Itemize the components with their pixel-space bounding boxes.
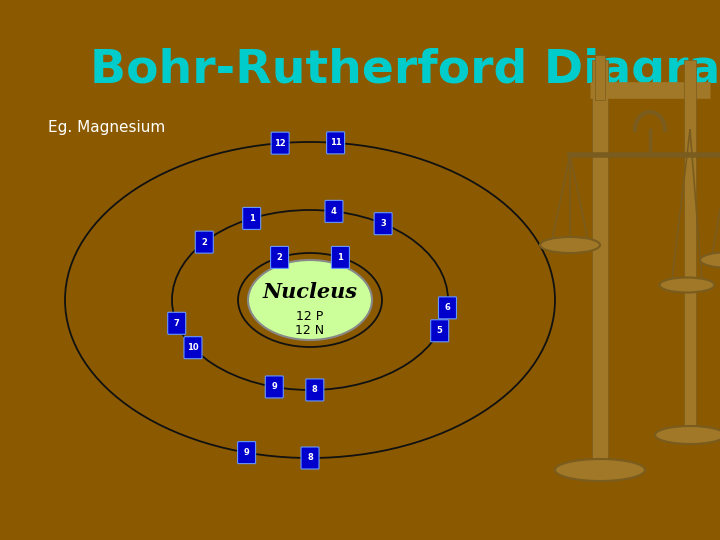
Text: 10: 10 [187,343,199,352]
Text: 12 P: 12 P [297,310,323,323]
Text: 12 N: 12 N [295,324,325,337]
FancyBboxPatch shape [238,442,256,464]
Text: Nucleus: Nucleus [263,282,358,302]
Text: 6: 6 [444,303,451,312]
FancyBboxPatch shape [184,337,202,359]
Text: 2: 2 [276,253,282,262]
Bar [684,60,696,440]
Ellipse shape [660,278,714,293]
FancyBboxPatch shape [431,320,449,342]
Text: 2: 2 [202,238,207,247]
FancyBboxPatch shape [374,213,392,235]
FancyBboxPatch shape [438,297,456,319]
Text: 1: 1 [248,214,255,223]
Text: 5: 5 [437,326,443,335]
Bar [595,55,605,100]
Text: 8: 8 [307,454,313,462]
Text: 4: 4 [331,207,337,216]
FancyBboxPatch shape [306,379,324,401]
FancyBboxPatch shape [168,312,186,334]
FancyBboxPatch shape [271,246,289,268]
Bar [592,60,608,480]
FancyBboxPatch shape [327,132,345,154]
Ellipse shape [540,237,600,253]
Text: 9: 9 [243,448,249,457]
FancyBboxPatch shape [301,447,319,469]
Text: Eg. Magnesium: Eg. Magnesium [48,120,166,135]
Text: Bohr-Rutherford Diagrams: Bohr-Rutherford Diagrams [90,48,720,93]
FancyBboxPatch shape [325,200,343,222]
FancyBboxPatch shape [243,207,261,230]
Ellipse shape [248,260,372,340]
FancyBboxPatch shape [195,231,213,253]
Ellipse shape [700,252,720,268]
Text: 3: 3 [380,219,386,228]
FancyBboxPatch shape [265,376,283,398]
Text: 9: 9 [271,382,277,392]
Text: 11: 11 [330,138,341,147]
Text: 12: 12 [274,139,286,147]
Text: 8: 8 [312,386,318,394]
Text: 1: 1 [338,253,343,262]
Text: 7: 7 [174,319,179,328]
Ellipse shape [655,426,720,444]
FancyBboxPatch shape [271,132,289,154]
FancyBboxPatch shape [331,246,349,268]
Ellipse shape [555,459,645,481]
